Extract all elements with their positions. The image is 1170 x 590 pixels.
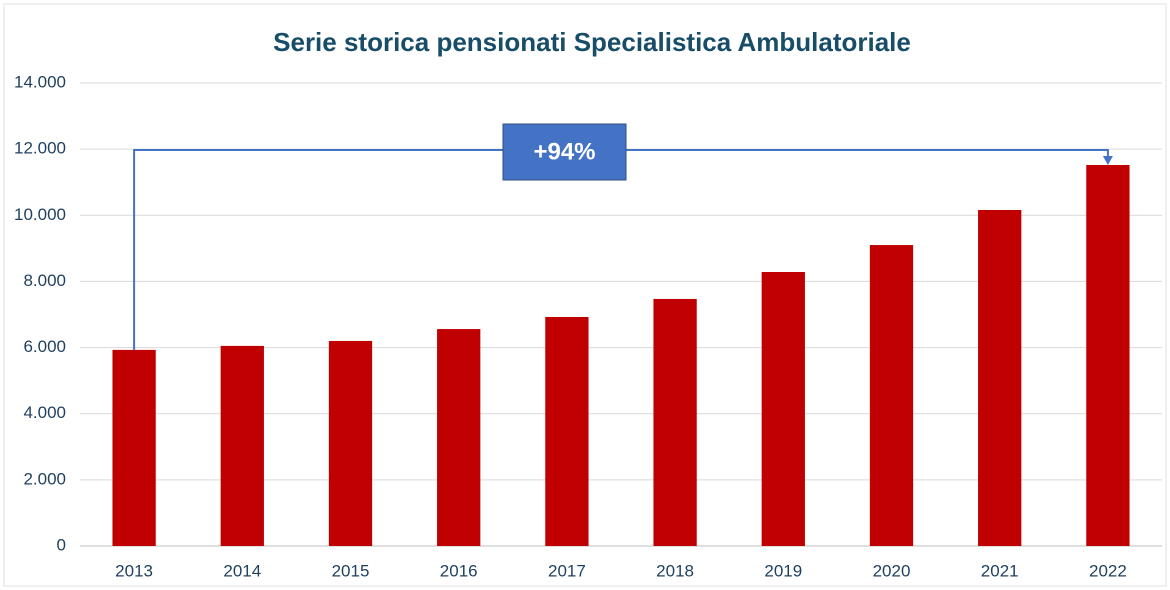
y-tick-label: 6.000 [23, 337, 66, 356]
x-tick-label: 2018 [656, 561, 694, 580]
bar [761, 272, 805, 546]
bar [545, 316, 589, 546]
annotation-label: +94% [533, 138, 595, 165]
x-tick-label: 2022 [1089, 561, 1127, 580]
y-tick-label: 0 [57, 535, 66, 554]
bar [328, 340, 373, 546]
x-tick-label: 2016 [440, 561, 478, 580]
y-tick-label: 4.000 [23, 403, 66, 422]
x-tick-label: 2019 [764, 561, 802, 580]
bar [653, 298, 697, 546]
bar [437, 329, 481, 546]
y-tick-label: 12.000 [14, 139, 66, 158]
x-tick-label: 2021 [981, 561, 1019, 580]
bar [978, 209, 1022, 546]
bar [220, 345, 264, 546]
annotation-arrowhead [1102, 156, 1113, 166]
x-tick-label: 2017 [548, 561, 586, 580]
y-tick-label: 14.000 [14, 72, 66, 91]
y-tick-label: 8.000 [23, 271, 66, 290]
bar [1086, 165, 1130, 546]
x-tick-label: 2020 [873, 561, 911, 580]
annotation-box [502, 123, 627, 181]
chart-title: Serie storica pensionati Specialistica A… [273, 27, 911, 57]
x-tick-label: 2015 [332, 561, 370, 580]
x-tick-label: 2013 [115, 561, 153, 580]
x-tick-label: 2014 [223, 561, 261, 580]
bar [112, 349, 156, 546]
y-tick-label: 10.000 [14, 205, 66, 224]
bar [869, 245, 914, 547]
y-tick-label: 2.000 [23, 469, 66, 488]
